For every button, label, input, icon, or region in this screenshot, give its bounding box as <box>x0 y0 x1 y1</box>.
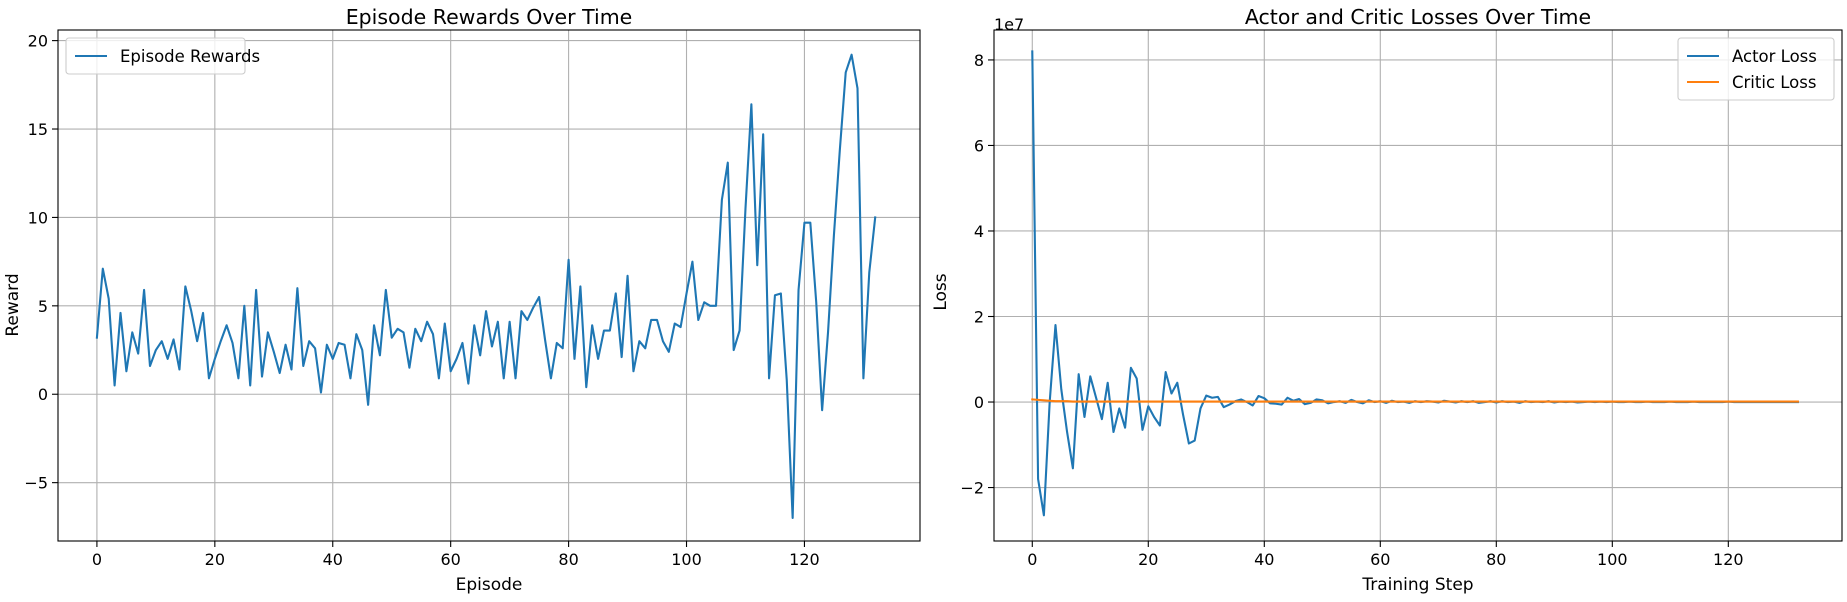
losses-x-tick-label: 40 <box>1254 550 1274 569</box>
losses-x-tick-label: 120 <box>1713 550 1744 569</box>
losses-y-axis-label: Loss <box>931 273 951 310</box>
rewards-y-tick-label: 10 <box>28 208 48 227</box>
losses-y-tick-label: 4 <box>974 222 984 241</box>
rewards-x-tick-label: 20 <box>205 550 225 569</box>
rewards-legend-label: Episode Rewards <box>120 47 260 66</box>
losses-legend-label: Actor Loss <box>1732 47 1817 66</box>
losses-x-tick-label: 60 <box>1370 550 1390 569</box>
losses-series-line-0 <box>1031 50 1799 517</box>
rewards-y-tick-label: −5 <box>24 474 48 493</box>
rewards-x-tick-label: 0 <box>92 550 102 569</box>
losses-x-axis-label: Training Step <box>1361 575 1473 595</box>
losses-y-tick-label: 8 <box>974 51 984 70</box>
losses-grid <box>994 30 1842 541</box>
losses-chart: 0 20 40 60 80 100 120 −2 0 2 4 6 8 Actor and Critic … <box>931 5 1843 595</box>
losses-y-tick-label: 0 <box>974 393 984 412</box>
rewards-ticks: 0 20 40 60 80 100 120 −5 0 5 10 15 20 <box>24 32 819 569</box>
rewards-x-tick-label: 60 <box>440 550 460 569</box>
rewards-chart: 0 20 40 60 80 100 120 −5 0 5 10 15 20 Episode Reward… <box>3 5 921 595</box>
losses-plot-frame <box>993 29 1843 542</box>
rewards-x-tick-label: 40 <box>323 550 343 569</box>
losses-legend-label: Critic Loss <box>1732 73 1816 92</box>
rewards-x-tick-label: 100 <box>671 550 702 569</box>
rewards-y-axis-label: Reward <box>3 273 23 336</box>
losses-series-line-1 <box>1031 398 1799 403</box>
rewards-y-tick-label: 15 <box>28 120 48 139</box>
rewards-x-tick-label: 80 <box>558 550 578 569</box>
rewards-x-tick-label: 120 <box>789 550 820 569</box>
rewards-lines <box>57 29 921 542</box>
losses-ticks: 0 20 40 60 80 100 120 −2 0 2 4 6 8 <box>960 51 1743 569</box>
losses-y-tick-label: −2 <box>960 479 984 498</box>
rewards-chart-title: Episode Rewards Over Time <box>346 5 633 29</box>
losses-chart-title: Actor and Critic Losses Over Time <box>1245 5 1591 29</box>
rewards-legend: Episode Rewards <box>65 37 260 75</box>
rewards-series-line-0 <box>95 53 877 520</box>
losses-legend: Actor Loss Critic Loss <box>1677 37 1835 101</box>
losses-lines <box>993 29 1843 542</box>
losses-scale-label: 1e7 <box>994 15 1024 34</box>
losses-x-tick-label: 0 <box>1027 550 1037 569</box>
rewards-x-axis-label: Episode <box>456 575 523 595</box>
losses-x-tick-label: 100 <box>1597 550 1628 569</box>
losses-y-tick-label: 2 <box>974 308 984 327</box>
rewards-plot-frame <box>57 29 921 542</box>
rewards-grid <box>58 30 920 541</box>
rewards-y-tick-label: 5 <box>38 297 48 316</box>
rewards-y-tick-label: 20 <box>28 32 48 51</box>
losses-y-tick-label: 6 <box>974 136 984 155</box>
losses-legend-box <box>1677 37 1835 101</box>
rewards-y-tick-label: 0 <box>38 385 48 404</box>
rewards-legend-box <box>65 37 246 75</box>
losses-x-tick-label: 20 <box>1138 550 1158 569</box>
losses-x-tick-label: 80 <box>1486 550 1506 569</box>
